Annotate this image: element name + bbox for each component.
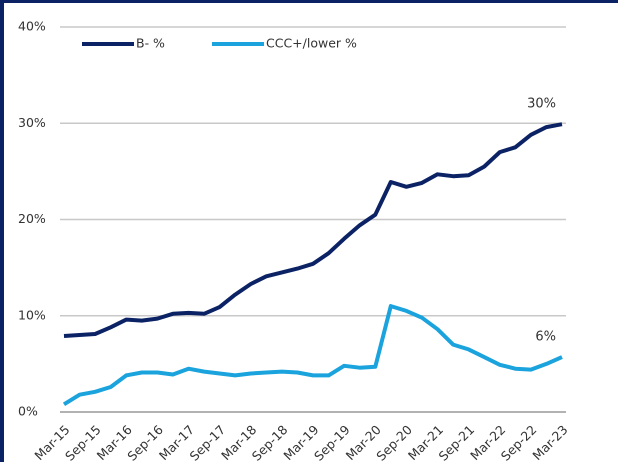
frame-left	[0, 0, 4, 462]
frame-top	[0, 0, 618, 3]
y-tick-label: 10%	[18, 307, 46, 322]
annotation: 6%	[535, 330, 556, 345]
y-tick-label: 40%	[18, 19, 46, 34]
line-series	[62, 304, 563, 407]
y-tick-label: 20%	[18, 211, 46, 226]
y-tick-label: 0%	[18, 404, 38, 419]
legend-label: B- %	[136, 36, 165, 51]
legend-label: CCC+/lower %	[266, 36, 357, 51]
annotation: 30%	[527, 97, 556, 112]
line-series	[63, 122, 563, 338]
y-tick-label: 30%	[18, 115, 46, 130]
